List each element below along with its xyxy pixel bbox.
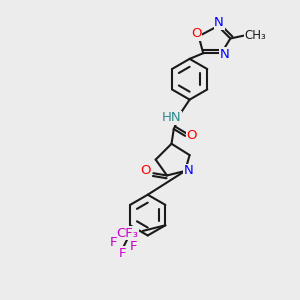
Text: O: O [187,129,197,142]
Text: N: N [220,48,230,61]
Text: CF₃: CF₃ [116,227,138,240]
Text: F: F [118,247,126,260]
Text: O: O [191,28,202,40]
Text: N: N [184,164,194,177]
Text: HN: HN [162,111,181,124]
Text: CH₃: CH₃ [244,28,266,42]
Text: O: O [140,164,151,177]
Text: F: F [130,240,137,253]
Text: N: N [214,16,224,29]
Text: F: F [110,236,117,249]
